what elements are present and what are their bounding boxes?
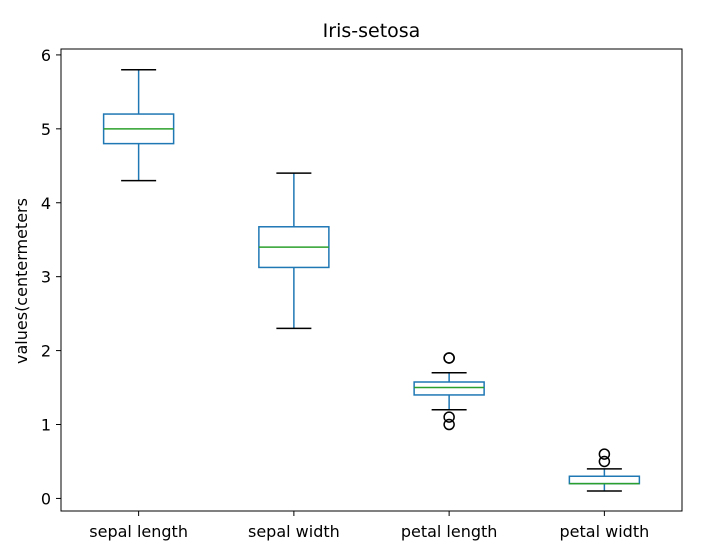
y-tick-label: 0 [41,489,51,508]
y-tick-label: 3 [41,268,51,287]
outlier-point [443,411,455,423]
y-tick-label: 4 [41,194,51,213]
y-tick-label: 2 [41,342,51,361]
box [568,475,641,485]
x-tick-label: petal width [560,522,650,541]
marks-layer: 0 1 2 3 4 5 6 sepal length sepal width petal leng… [41,46,649,541]
x-tick-label: petal length [401,522,498,541]
outlier-point [443,418,455,431]
outlier-point [443,352,455,364]
plot-frame [60,48,683,512]
y-tick-label: 5 [41,120,51,139]
y-tick-label: 1 [41,416,51,435]
x-tick-label: sepal width [248,522,340,541]
chart-title: Iris-setosa [323,20,421,42]
box [413,381,485,396]
y-tick-label: 6 [41,46,51,65]
outlier-point [598,448,611,460]
x-tick-label: sepal length [89,522,188,541]
outlier-point [598,455,611,468]
y-axis-label: values(centermeters [12,198,31,364]
